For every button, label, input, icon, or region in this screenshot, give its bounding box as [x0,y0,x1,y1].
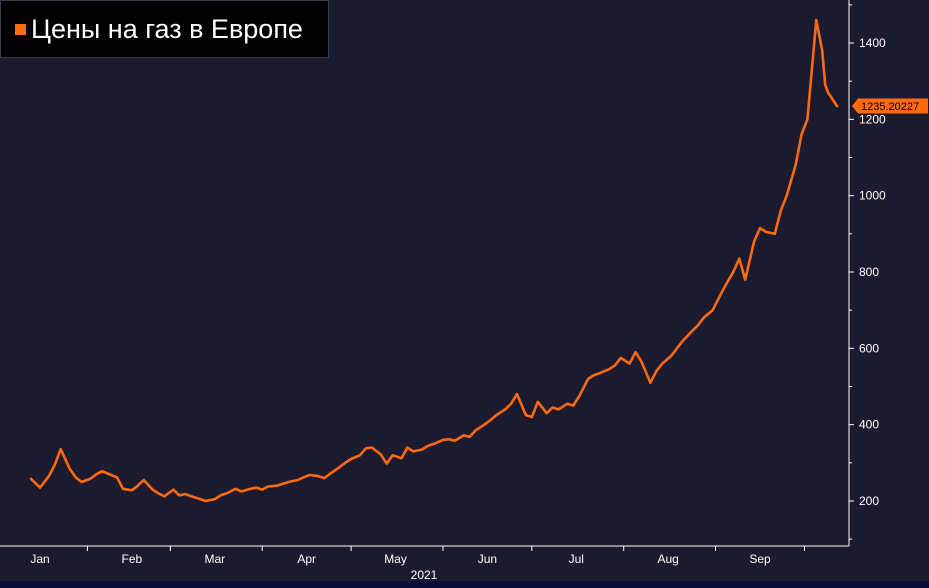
last-value-flag [852,98,928,114]
y-tick-label: 600 [859,341,879,355]
x-tick-label: Feb [122,552,143,566]
x-year-label: 2021 [411,568,438,582]
x-tick-label: Jul [569,552,584,566]
x-tick-label: Mar [204,552,225,566]
title-legend-swatch [15,23,26,35]
x-tick-label: Aug [657,552,678,566]
x-tick-label: Jan [30,552,49,566]
x-tick-label: Sep [749,552,771,566]
series-line [29,18,839,503]
label-layer: 200 400 600 800 1000 1200 1400 Jan Feb Mar Apr May J… [30,36,928,582]
last-value-label: 1235.20227 [861,101,919,113]
y-tick-label: 800 [859,265,879,279]
y-tick-label: 1000 [859,189,886,203]
chart-title-box: Цены на газ в Европе [0,0,329,58]
y-tick-label: 400 [859,418,879,432]
x-tick-label: Jun [478,552,497,566]
y-tick-label: 1200 [859,112,886,126]
chart-title: Цены на газ в Европе [31,13,303,44]
x-tick-label: May [384,552,407,566]
axis-layer [0,0,854,551]
line-layer [29,18,839,503]
bottom-strip [0,581,929,588]
y-tick-label: 200 [859,494,879,508]
x-tick-label: Apr [297,552,316,566]
y-tick-label: 1400 [859,36,886,50]
